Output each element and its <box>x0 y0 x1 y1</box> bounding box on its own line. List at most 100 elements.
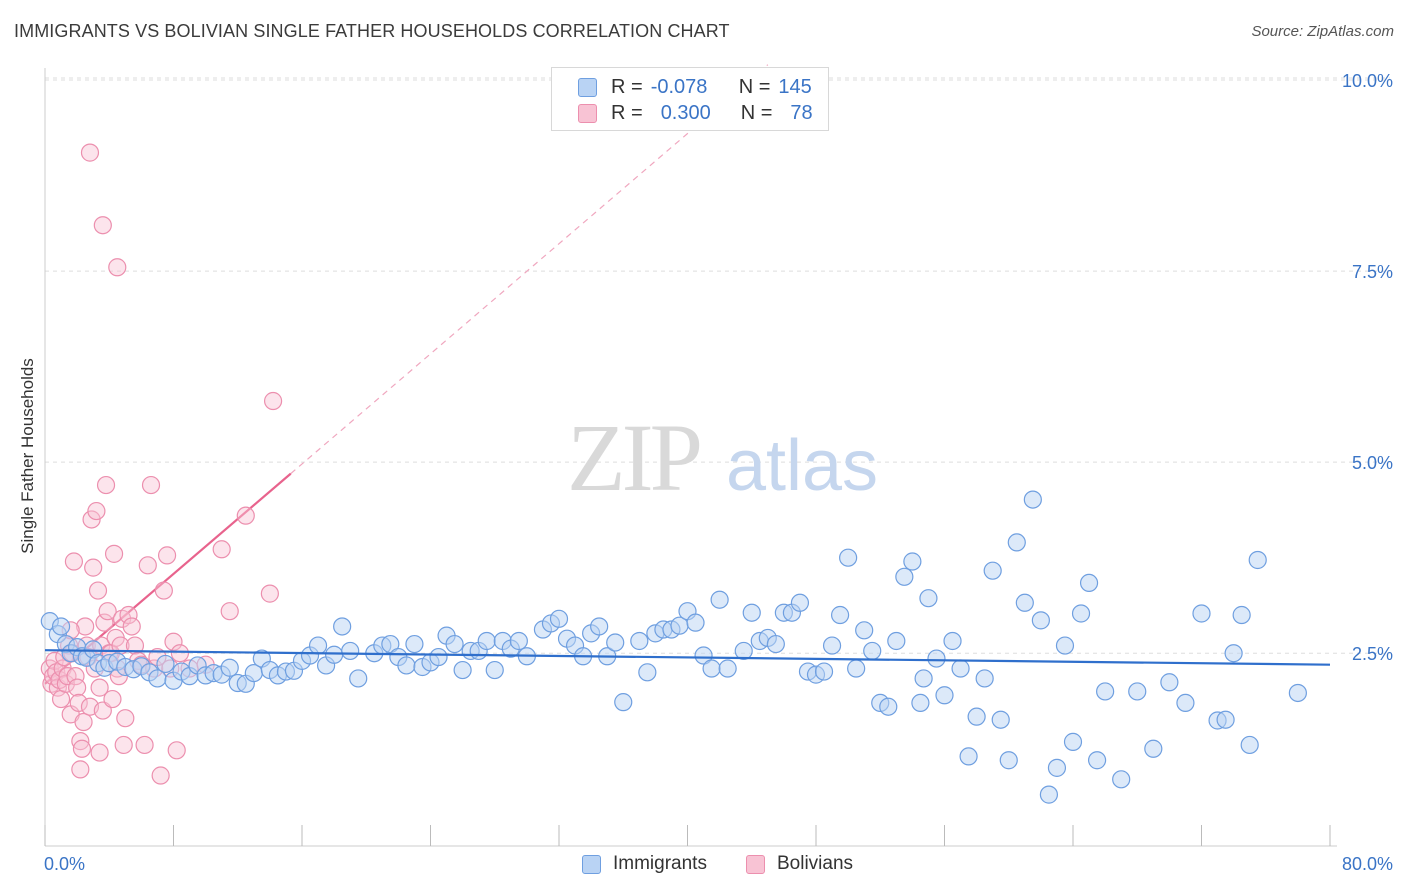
bolivians-legend-swatch <box>746 854 765 874</box>
immigrants-point <box>397 656 416 675</box>
bolivians-point <box>260 584 279 603</box>
bolivians-point <box>263 391 283 411</box>
immigrants-point <box>1112 770 1131 789</box>
immigrants-point <box>349 669 368 688</box>
immigrants-point <box>1224 644 1243 663</box>
immigrants-point <box>863 641 882 661</box>
immigrants-point <box>381 634 400 654</box>
watermark-atlas: atlas <box>726 426 878 506</box>
bolivians-swatch <box>578 103 597 123</box>
bolivians-point <box>141 475 161 495</box>
bolivians-trendline-extension <box>290 64 769 475</box>
immigrants-point <box>1128 682 1147 701</box>
bolivians-point <box>116 709 135 728</box>
immigrants-point <box>927 649 946 668</box>
bolivians-point <box>151 766 170 785</box>
immigrants-point <box>405 634 424 654</box>
immigrants-point <box>766 634 785 654</box>
immigrants-swatch <box>578 77 597 97</box>
immigrants-point <box>694 646 713 665</box>
bolivians-point <box>93 216 112 235</box>
bolivians-point <box>74 712 93 732</box>
immigrants-point <box>1015 593 1034 612</box>
immigrants-trendline-line <box>44 649 1331 666</box>
immigrants-point <box>220 658 239 677</box>
immigrants-points <box>40 490 1307 804</box>
bolivians-point <box>212 540 231 559</box>
immigrants-point <box>156 654 175 674</box>
immigrants-point <box>485 660 504 680</box>
immigrants-point <box>477 631 496 651</box>
bolivians-point <box>69 693 88 713</box>
y-tick-label: 5.0% <box>1352 453 1393 473</box>
r-label: R = <box>611 101 643 124</box>
immigrants-point <box>1160 673 1179 692</box>
bolivians-point <box>125 636 145 655</box>
immigrants-point <box>1007 533 1026 552</box>
immigrants-point <box>943 631 962 651</box>
immigrants-point <box>590 617 609 636</box>
immigrants-point <box>549 609 569 628</box>
immigrants-point <box>967 707 986 726</box>
bolivians-point <box>96 475 116 495</box>
immigrants-point <box>1055 636 1075 655</box>
immigrants-point <box>630 631 649 651</box>
immigrants-trendline <box>44 649 1331 666</box>
immigrants-point <box>959 747 978 766</box>
immigrants-point <box>914 669 933 688</box>
immigrants-point <box>1079 573 1099 593</box>
immigrants-point <box>847 659 866 678</box>
immigrants-point <box>606 633 625 652</box>
bolivians-point <box>64 552 84 571</box>
bolivians-point <box>76 617 95 636</box>
immigrants-point <box>1176 693 1195 713</box>
bolivians-point <box>56 674 75 693</box>
stats-row-bolivians: R = 0.300 N = 78 <box>578 100 813 126</box>
bolivians-point <box>164 632 183 651</box>
legend-item-bolivians: Bolivians <box>746 851 853 877</box>
immigrants-point <box>1288 683 1307 703</box>
immigrants-point <box>638 663 657 682</box>
bolivians-point <box>71 732 90 751</box>
bolivians-point <box>82 510 101 529</box>
immigrants-point <box>1192 604 1211 623</box>
n-value: 145 <box>778 75 812 98</box>
immigrants-point <box>509 631 528 651</box>
immigrants-point <box>1063 732 1083 751</box>
immigrants-legend-swatch <box>582 854 601 874</box>
r-label: R = <box>611 75 643 98</box>
immigrants-point <box>453 660 472 680</box>
immigrants-point <box>325 645 344 664</box>
immigrants-point <box>333 617 352 636</box>
y-tick-label: 7.5% <box>1352 262 1393 282</box>
stats-row-immigrants: R = -0.078 N = 145 <box>578 74 812 100</box>
watermark: ZIP atlas <box>567 404 878 511</box>
immigrants-point <box>341 641 360 661</box>
bolivians-point <box>119 605 138 625</box>
r-value: -0.078 <box>650 75 708 98</box>
x-tick-label: 0.0% <box>44 854 85 874</box>
bolivians-point <box>66 667 85 686</box>
bolivians-point <box>104 544 124 563</box>
watermark-zip: ZIP <box>567 404 700 511</box>
bolivians-point <box>72 739 92 758</box>
bolivians-point <box>68 678 87 697</box>
immigrants-point <box>991 710 1010 729</box>
immigrants-point <box>951 659 970 678</box>
immigrants-point <box>911 693 930 713</box>
immigrants-point <box>718 659 737 678</box>
bolivians-point <box>114 735 133 755</box>
bolivians-point <box>220 602 239 621</box>
immigrants-point <box>1087 751 1107 770</box>
grid-lines <box>45 77 1390 654</box>
immigrants-point <box>614 693 633 712</box>
y-axis-label: Single Father Households <box>18 358 37 554</box>
immigrants-point <box>1232 605 1251 625</box>
immigrants-point <box>1023 490 1042 509</box>
immigrants-point <box>879 697 898 716</box>
immigrants-point <box>1096 682 1115 701</box>
immigrants-point <box>710 590 729 609</box>
immigrants-point <box>855 621 874 640</box>
n-label: N = <box>740 101 773 124</box>
